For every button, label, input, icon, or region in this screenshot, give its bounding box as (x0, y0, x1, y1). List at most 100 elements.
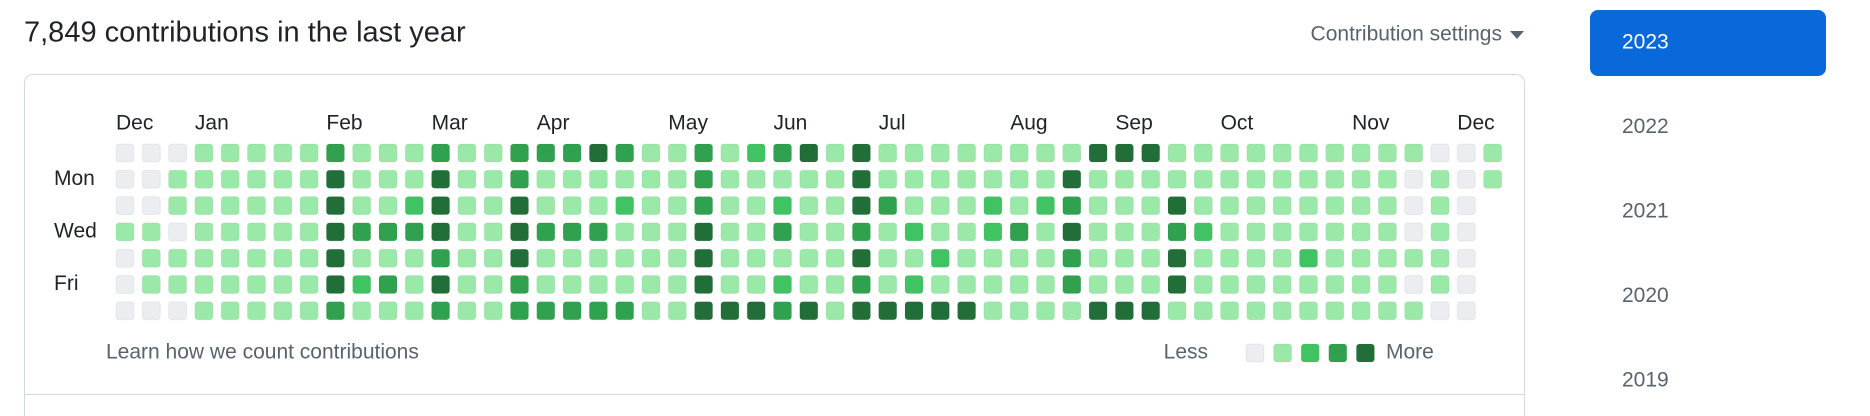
contribution-cell (404, 248, 424, 268)
contribution-cell (115, 143, 135, 163)
contribution-cell (1167, 275, 1187, 294)
contribution-cell (168, 248, 188, 268)
learn-link[interactable]: Learn how we count contributions (106, 341, 419, 364)
contribution-cell (1009, 143, 1029, 163)
contribution-cell (194, 196, 214, 216)
contribution-cell (983, 196, 1003, 216)
contribution-cell (325, 222, 345, 242)
contribution-cell (667, 248, 687, 268)
contribution-cell (457, 222, 477, 242)
contribution-cell (431, 222, 451, 242)
contribution-cell (141, 196, 161, 216)
contribution-cell (799, 196, 819, 216)
contribution-cell (431, 275, 451, 294)
settings-button[interactable]: Contribution settings (1311, 23, 1502, 46)
contribution-cell (1351, 196, 1371, 216)
contribution-cell (720, 196, 740, 216)
contribution-cell (352, 275, 372, 294)
contribution-cell (1377, 196, 1397, 216)
contribution-cell (1062, 275, 1082, 294)
contribution-cell (562, 248, 582, 268)
contribution-cell (1299, 196, 1318, 216)
contribution-cell (930, 301, 950, 321)
year-selected (1590, 10, 1826, 76)
contribution-cell (273, 275, 293, 294)
contribution-cell (1430, 301, 1450, 321)
contribution-cell (1036, 222, 1055, 242)
year-button[interactable]: 2022 (1622, 115, 1669, 138)
contribution-cell (1167, 222, 1187, 242)
contribution-cell (325, 169, 345, 189)
contribution-cell (904, 169, 924, 189)
contribution-cell (1351, 222, 1371, 242)
contribution-cell (1430, 169, 1450, 189)
contribution-cell (510, 143, 529, 163)
contribution-cell (720, 222, 740, 242)
contribution-cell (431, 169, 451, 189)
contribution-cell (746, 169, 766, 189)
year-button[interactable]: 2020 (1622, 284, 1669, 307)
contribution-cell (141, 143, 161, 163)
month-label: Jan (195, 112, 229, 135)
contribution-cell (588, 169, 608, 189)
legend-swatch (1300, 343, 1320, 363)
contribution-cell (957, 143, 977, 163)
contribution-cell (325, 143, 345, 163)
contribution-cell (878, 169, 898, 189)
contribution-cell (825, 248, 845, 268)
contribution-cell (299, 169, 319, 189)
contribution-cell (1299, 301, 1318, 321)
contribution-cell (457, 196, 477, 216)
contribution-cell (615, 301, 635, 321)
contribution-cell (1325, 248, 1345, 268)
year-button[interactable]: 2023 (1622, 31, 1669, 54)
contribution-cell (615, 169, 635, 189)
month-label: Apr (537, 112, 570, 135)
contribution-cell (694, 248, 714, 268)
contribution-cell (247, 222, 266, 242)
contribution-cell (1272, 248, 1292, 268)
contribution-cell (1141, 143, 1161, 163)
day-label: Mon (54, 167, 95, 190)
contribution-cell (904, 275, 924, 294)
contribution-cell (1167, 301, 1187, 321)
contribution-cell (799, 301, 819, 321)
contribution-cell (904, 248, 924, 268)
contribution-cell (1299, 248, 1318, 268)
month-label: Jul (879, 112, 906, 135)
contribution-cell (1193, 143, 1213, 163)
contribution-cell (299, 275, 319, 294)
contribution-cell (904, 143, 924, 163)
contribution-cell (1325, 143, 1345, 163)
contribution-cell (957, 222, 977, 242)
contribution-cell (746, 275, 766, 294)
contribution-cell (1456, 196, 1476, 216)
contribution-cell (983, 248, 1003, 268)
contribution-cell (1377, 248, 1397, 268)
contribution-cell (1377, 143, 1397, 163)
contribution-cell (1272, 275, 1292, 294)
contribution-cell (694, 275, 714, 294)
month-label: Sep (1115, 112, 1152, 135)
year-button[interactable]: 2019 (1622, 369, 1669, 392)
contribution-cell (667, 143, 687, 163)
contribution-cell (1009, 301, 1029, 321)
contribution-cell (615, 275, 635, 294)
contribution-cell (1220, 196, 1240, 216)
contribution-cell (615, 248, 635, 268)
contribution-cell (667, 275, 687, 294)
year-button[interactable]: 2021 (1622, 200, 1669, 223)
contribution-cell (1114, 222, 1134, 242)
contribution-cell (720, 169, 740, 189)
contribution-cell (457, 169, 477, 189)
contribution-cell (1009, 248, 1029, 268)
legend-swatch (1273, 343, 1293, 363)
contribution-cell (1062, 248, 1082, 268)
contribution-cell (483, 301, 503, 321)
contribution-cell (720, 301, 740, 321)
contribution-cell (1351, 169, 1371, 189)
contribution-cell (1220, 143, 1240, 163)
contribution-cell (1351, 301, 1371, 321)
contribution-cell (1114, 275, 1134, 294)
